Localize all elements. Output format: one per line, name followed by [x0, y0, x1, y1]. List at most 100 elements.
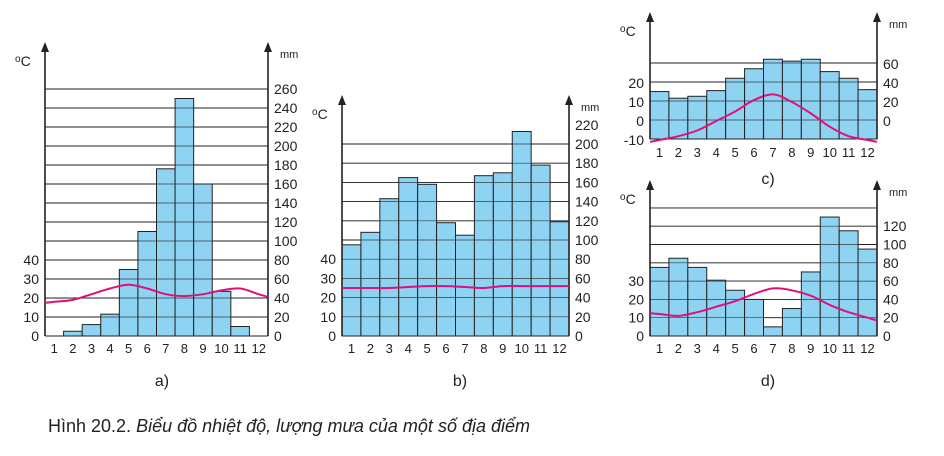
panel-label: c): [761, 171, 774, 188]
rain-bar: [725, 77, 746, 140]
month-tick-label: 11: [534, 341, 548, 356]
rain-bar: [800, 58, 821, 140]
month-tick-label: 1: [656, 145, 663, 160]
month-tick-label: 12: [552, 341, 566, 356]
figure-caption: Hình 20.2. Biểu đồ nhiệt độ, lượng mưa c…: [48, 416, 530, 437]
left-unit-label: oC: [15, 53, 31, 69]
right-tick-label: 200: [575, 136, 599, 152]
month-tick-label: 5: [424, 341, 431, 356]
rain-bar: [725, 289, 746, 337]
rain-bar: [81, 324, 102, 337]
rain-bar: [63, 330, 83, 337]
rain-bar: [763, 58, 783, 140]
temperature-line: [649, 287, 878, 322]
month-tick-label: 6: [144, 341, 151, 356]
panel-label: d): [761, 373, 775, 390]
right-tick-label: 20: [575, 309, 591, 325]
panel-label: a): [155, 373, 169, 390]
month-tick-label: 8: [181, 341, 188, 356]
right-unit-label: mm: [889, 187, 907, 199]
left-unit-degree: o: [620, 192, 626, 203]
left-axis-arrow-icon: [338, 95, 346, 105]
month-tick-label: 10: [514, 341, 528, 356]
left-unit-letter: C: [318, 106, 328, 122]
right-tick-label: 20: [274, 309, 290, 325]
left-tick-label: 0: [328, 328, 336, 344]
right-tick-label: 20: [883, 310, 899, 326]
month-tick-label: 12: [860, 341, 874, 356]
right-tick-label: 0: [883, 328, 891, 344]
month-tick-label: 12: [251, 341, 265, 356]
left-unit-letter: C: [626, 191, 636, 207]
rain-bar: [530, 164, 551, 337]
left-tick-label: 10: [23, 309, 39, 325]
right-axis-arrow-icon: [873, 12, 881, 22]
right-tick-label: 100: [575, 232, 599, 248]
month-tick-label: 12: [860, 145, 874, 160]
rain-bar: [649, 91, 670, 140]
right-unit-label: mm: [581, 102, 599, 114]
month-tick-label: 9: [199, 341, 206, 356]
month-tick-label: 7: [461, 341, 468, 356]
rain-bar: [230, 326, 250, 337]
left-unit-degree: o: [15, 54, 21, 65]
month-tick-label: 7: [769, 145, 776, 160]
right-tick-label: 160: [575, 174, 599, 190]
right-tick-label: 60: [883, 273, 899, 289]
right-tick-label: 100: [274, 233, 298, 249]
month-tick-label: 10: [822, 145, 836, 160]
caption-label: Hình 20.2.: [48, 416, 132, 436]
month-tick-label: 9: [499, 341, 506, 356]
left-tick-label: 0: [31, 328, 39, 344]
right-tick-label: 80: [575, 251, 591, 267]
right-tick-label: 140: [575, 194, 599, 210]
rain-bar: [763, 326, 783, 337]
rain-bar: [174, 98, 195, 337]
rain-bar: [838, 77, 859, 140]
rain-bar: [781, 308, 802, 337]
right-tick-label: 100: [883, 237, 907, 253]
temperature-line: [342, 284, 569, 290]
right-tick-label: 60: [274, 271, 290, 287]
right-tick-label: 120: [575, 213, 599, 229]
right-tick-label: 120: [274, 214, 298, 230]
month-tick-label: 8: [480, 341, 487, 356]
rain-bar: [118, 269, 139, 337]
right-tick-label: 0: [883, 113, 891, 129]
left-unit-label: oC: [620, 191, 636, 207]
month-tick-label: 6: [750, 341, 757, 356]
right-tick-label: 60: [883, 56, 899, 72]
month-tick-label: 4: [713, 341, 720, 356]
right-tick-label: 40: [883, 75, 899, 91]
left-tick-label: 0: [636, 328, 644, 344]
left-tick-label: 30: [628, 273, 644, 289]
rain-bar: [455, 234, 475, 337]
left-tick-label: 30: [320, 270, 336, 286]
month-tick-label: 1: [51, 341, 58, 356]
month-tick-label: 3: [694, 341, 701, 356]
left-tick-label: -10: [624, 132, 644, 148]
rain-bar: [819, 216, 840, 337]
rain-bar: [360, 231, 381, 337]
right-tick-label: 80: [274, 252, 290, 268]
right-tick-label: 20: [883, 94, 899, 110]
month-tick-label: 4: [405, 341, 412, 356]
right-tick-label: 180: [575, 155, 599, 171]
chart-panel-0: 0 10 20 30 40 0 20 40 60 80 100 120 140 160 180 200 220 2…: [15, 42, 298, 390]
month-tick-label: 8: [788, 341, 795, 356]
month-tick-label: 5: [732, 341, 739, 356]
rain-bar: [100, 313, 120, 337]
month-tick-label: 2: [367, 341, 374, 356]
left-axis-arrow-icon: [41, 42, 49, 52]
right-tick-label: 160: [274, 176, 298, 192]
right-tick-label: 220: [274, 119, 298, 135]
month-tick-label: 2: [69, 341, 76, 356]
rain-bar: [473, 175, 494, 337]
month-tick-label: 5: [732, 145, 739, 160]
month-tick-label: 10: [822, 341, 836, 356]
left-unit-label: oC: [620, 23, 636, 39]
right-unit-label: mm: [889, 19, 907, 31]
month-tick-label: 2: [675, 145, 682, 160]
left-tick-label: 10: [628, 94, 644, 110]
